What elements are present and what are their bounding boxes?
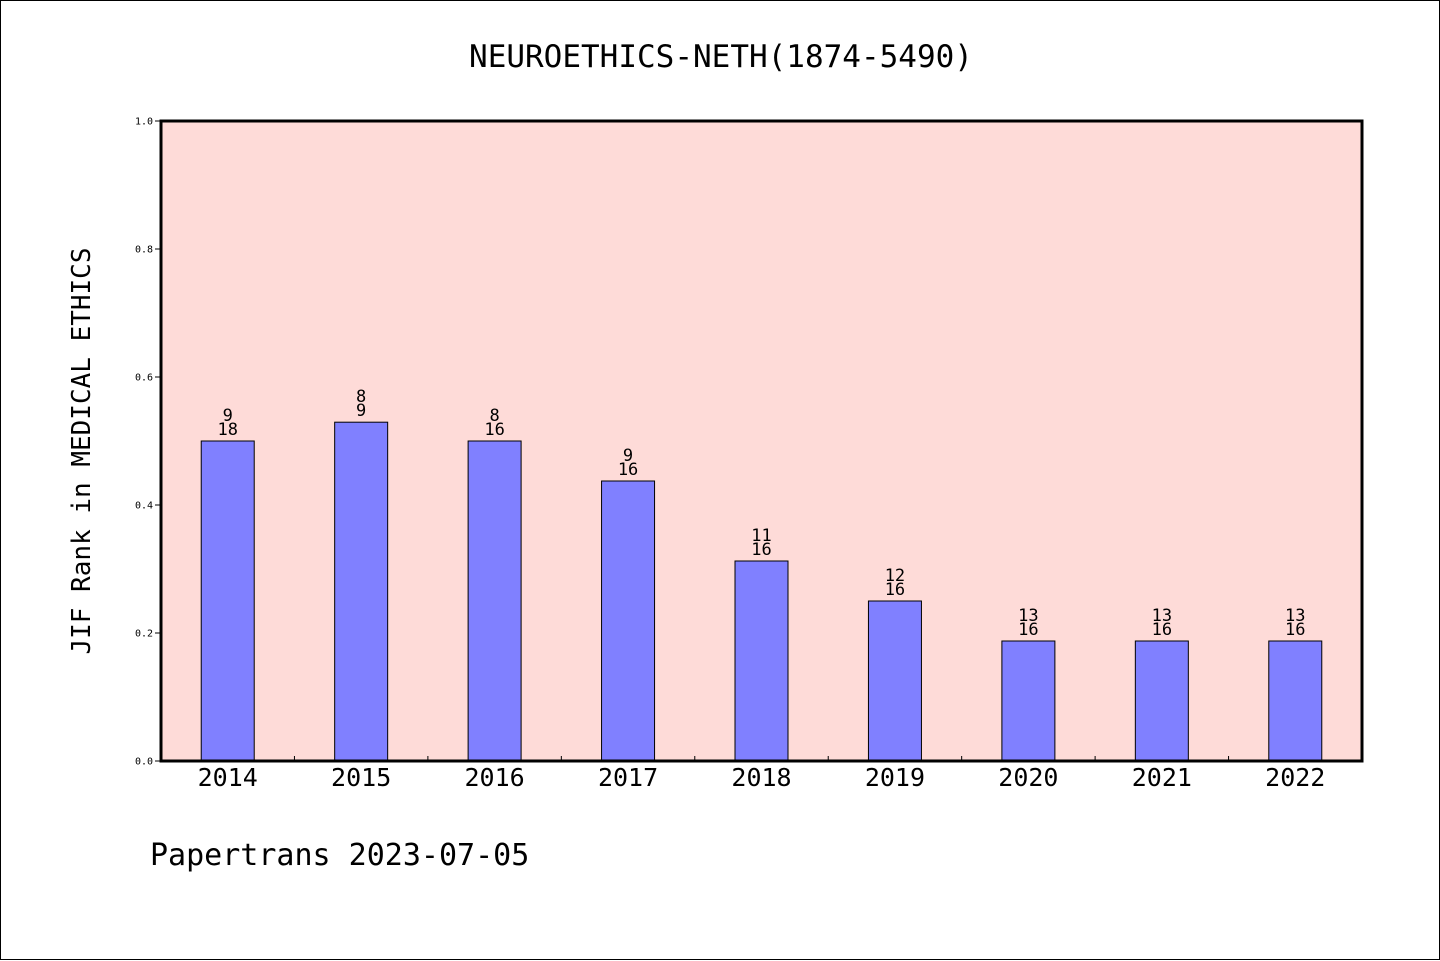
x-tick-label: 2020 [998,763,1058,792]
bar-total-label: 18 [217,420,237,440]
bar-2015 [334,421,389,762]
bar-rank-label: 13 [1018,606,1038,626]
bar-2022 [1268,640,1323,762]
bar-2014 [200,440,255,762]
bar-2017 [601,480,656,762]
x-tick-label: 2017 [598,763,658,792]
bar-total-label: 16 [1152,620,1172,640]
x-tick-label: 2016 [465,763,525,792]
bar-2018 [734,560,789,762]
bar-rank-label: 13 [1285,606,1305,626]
bar-rank-label: 9 [223,406,233,426]
x-tick-label: 2015 [331,763,391,792]
x-tick-label: 2014 [198,763,258,792]
x-tick-label: 2022 [1265,763,1325,792]
bar-total-label: 16 [1285,620,1305,640]
y-tick-label: 1.0 [135,117,153,128]
bar-total-label: 16 [885,580,905,600]
y-tick-label: 0.2 [135,629,153,640]
y-tick-label: 0.8 [135,245,153,256]
bar-total-label: 16 [1018,620,1038,640]
bar-2019 [867,600,922,762]
x-tick-label: 2021 [1132,763,1192,792]
bar-rank-label: 12 [885,566,905,586]
bar-rank-label: 9 [623,446,633,466]
y-tick-label: 0.6 [135,373,153,384]
bar-rank-label: 11 [751,526,771,546]
x-tick-label: 2019 [865,763,925,792]
y-axis-title: JIF Rank in MEDICAL ETHICS [67,248,97,655]
bar-rank-label: 13 [1152,606,1172,626]
bar-total-label: 16 [751,540,771,560]
chart-title: NEUROETHICS-NETH(1874-5490) [469,39,973,75]
bar-total-label: 9 [356,401,366,421]
bar-2020 [1001,640,1056,762]
bar-total-label: 16 [618,460,638,480]
bar-2021 [1134,640,1189,762]
bar-rank-label: 8 [356,387,366,407]
y-tick-label: 0.0 [135,757,153,768]
plot-border [159,119,1364,763]
bar-rank-label: 8 [489,406,499,426]
footer-text: Papertrans 2023-07-05 [150,838,529,873]
x-axis-ticks: 2014 2015 2016 2017 2018 2019 2020 2021 2022 [198,756,1325,792]
x-tick-label: 2018 [731,763,791,792]
bar-2016 [467,440,522,762]
y-axis-ticks: 0.0 0.2 0.4 0.6 0.8 1.0 [135,117,161,768]
bar-total-label: 16 [484,420,504,440]
y-tick-label: 0.4 [135,501,153,512]
